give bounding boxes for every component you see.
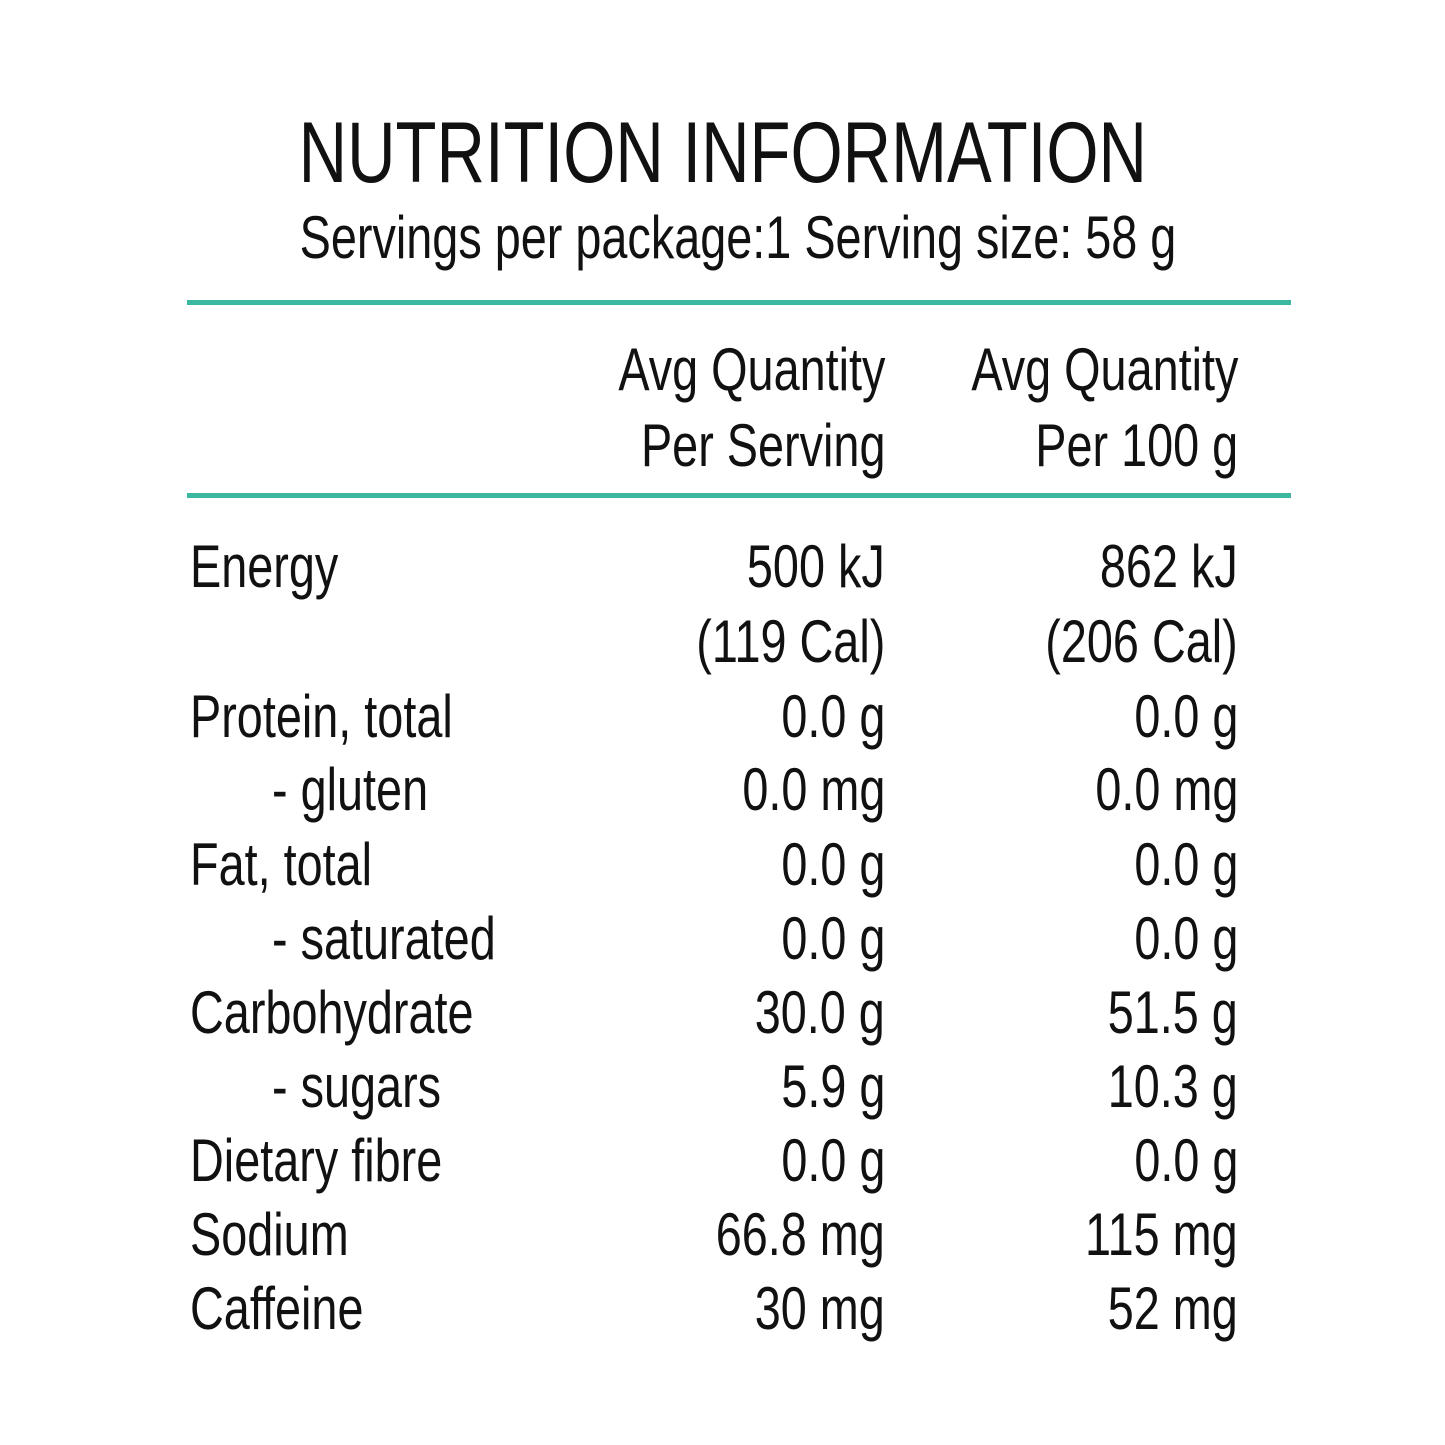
panel-title: NUTRITION INFORMATION xyxy=(298,105,1147,201)
per-serving-value: 500 kJ xyxy=(747,533,885,600)
per-serving-value: 0.0 g xyxy=(780,683,885,750)
per-serving-value: 30 mg xyxy=(754,1275,885,1342)
table-row: - gluten 0.0 mg 0.0 mg xyxy=(0,753,1445,827)
table-row: Fat, total 0.0 g 0.0 g xyxy=(0,828,1445,902)
nutrient-label: - sugars xyxy=(272,1053,442,1120)
nutrient-label: Caffeine xyxy=(190,1275,364,1342)
servings-info: Servings per package:1 Serving size: 58 … xyxy=(299,204,1176,271)
per-100g-value: 10.3 g xyxy=(1107,1053,1238,1120)
per-serving-value: 0.0 g xyxy=(780,1127,885,1194)
per-serving-value: 0.0 mg xyxy=(741,756,885,823)
per-100g-value: 0.0 g xyxy=(1133,905,1238,972)
per-100g-value: (206 Cal) xyxy=(1045,608,1238,675)
table-row: Sodium 66.8 mg 115 mg xyxy=(0,1198,1445,1272)
per-100g-value: 862 kJ xyxy=(1100,533,1238,600)
nutrient-label: - gluten xyxy=(272,756,429,823)
table-row: - saturated 0.0 g 0.0 g xyxy=(0,902,1445,976)
per-100g-value: 0.0 g xyxy=(1133,831,1238,898)
table-row: Caffeine 30 mg 52 mg xyxy=(0,1272,1445,1346)
per-100g-value: 0.0 g xyxy=(1133,683,1238,750)
nutrient-label: Protein, total xyxy=(190,683,453,750)
nutrient-label: Sodium xyxy=(190,1201,349,1268)
table-row: Dietary fibre 0.0 g 0.0 g xyxy=(0,1124,1445,1198)
nutrient-label: - saturated xyxy=(272,905,496,972)
per-serving-value: 0.0 g xyxy=(780,905,885,972)
per-serving-value: 66.8 mg xyxy=(715,1201,885,1268)
table-row: (119 Cal) (206 Cal) xyxy=(0,605,1445,679)
per-100g-value: 52 mg xyxy=(1107,1275,1238,1342)
nutrient-label: Carbohydrate xyxy=(190,979,474,1046)
table-row: Protein, total 0.0 g 0.0 g xyxy=(0,680,1445,754)
nutrient-label: Fat, total xyxy=(190,831,373,898)
per-serving-value: 5.9 g xyxy=(780,1053,885,1120)
table-row: Carbohydrate 30.0 g 51.5 g xyxy=(0,976,1445,1050)
per-100g-value: 115 mg xyxy=(1085,1201,1238,1268)
header-per-100g: Avg Quantity Per 100 g xyxy=(970,336,1238,479)
per-100g-value: 0.0 mg xyxy=(1094,756,1238,823)
nutrient-label: Dietary fibre xyxy=(190,1127,443,1194)
per-100g-value: 51.5 g xyxy=(1107,979,1238,1046)
per-serving-value: 30.0 g xyxy=(754,979,885,1046)
header-per-serving: Avg Quantity Per Serving xyxy=(617,336,885,479)
divider-top xyxy=(187,300,1291,305)
table-row: - sugars 5.9 g 10.3 g xyxy=(0,1050,1445,1124)
per-100g-value: 0.0 g xyxy=(1133,1127,1238,1194)
divider-header xyxy=(187,493,1291,498)
per-serving-value: (119 Cal) xyxy=(695,608,885,675)
table-row: Energy 500 kJ 862 kJ xyxy=(0,530,1445,604)
nutrient-label: Energy xyxy=(190,533,339,600)
per-serving-value: 0.0 g xyxy=(780,831,885,898)
